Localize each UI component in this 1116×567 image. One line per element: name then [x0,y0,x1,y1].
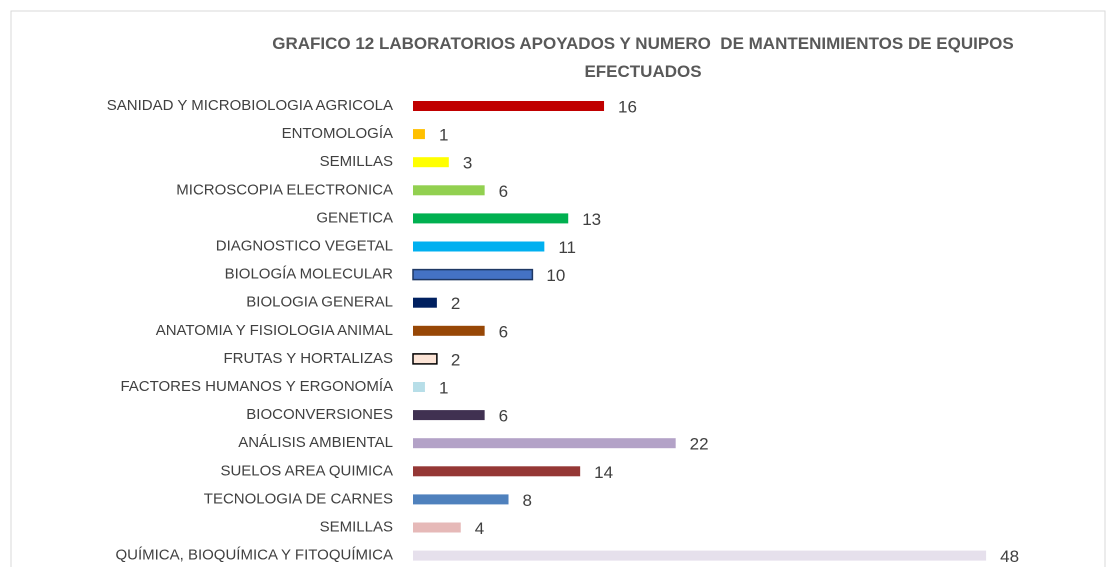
chart-title: GRAFICO 12 LABORATORIOS APOYADOS Y NUMER… [272,34,1019,81]
bar [413,550,987,561]
bar [413,494,509,505]
category-label: SEMILLAS [320,518,393,535]
value-label: 1 [439,378,448,397]
chart-frame [10,10,1106,567]
category-label: MICROSCOPIA ELECTRONICA [176,181,393,198]
bar [413,382,425,392]
category-label: SUELOS AREA QUIMICA [220,462,393,479]
bar [413,101,605,111]
category-label: SEMILLAS [320,153,393,170]
value-label: 1 [439,126,448,145]
category-label: FRUTAS Y HORTALIZAS [224,350,393,367]
bar [413,325,485,336]
value-label: 6 [499,182,508,201]
value-label: 14 [594,463,613,482]
bar [413,185,485,196]
category-label: ENTOMOLOGÍA [282,125,393,142]
category-label: BIOLOGÍA MOLECULAR [225,266,394,283]
bar [413,522,461,533]
value-label: 10 [546,266,565,285]
value-label: 6 [499,322,508,341]
value-label: 4 [475,519,484,538]
bar [413,438,676,449]
category-label: BIOLOGIA GENERAL [246,294,393,311]
value-label: 8 [523,491,532,510]
bar [413,410,485,421]
value-label: 48 [1000,547,1019,566]
bar [413,297,437,308]
category-label: DIAGNOSTICO VEGETAL [216,237,393,254]
value-label: 11 [558,238,576,257]
bar [413,241,545,252]
category-label: QUÍMICA, BIOQUÍMICA Y FITOQUÍMICA [115,547,393,564]
bar [413,129,425,140]
bar [413,466,581,477]
category-label: FACTORES HUMANOS Y ERGONOMÍA [120,378,393,395]
value-label: 2 [451,294,460,313]
category-label: ANATOMIA Y FISIOLOGIA ANIMAL [156,322,393,339]
bar [413,157,449,168]
value-label: 2 [451,350,460,369]
value-label: 16 [618,97,637,116]
bar [412,353,438,365]
category-label: GENETICA [316,209,393,226]
category-label: ANÁLISIS AMBIENTAL [238,434,393,451]
category-label: BIOCONVERSIONES [246,406,393,423]
bar [413,213,569,224]
bar [412,268,534,281]
value-label: 3 [463,154,472,173]
value-label: 13 [582,210,601,229]
value-label: 22 [690,435,709,454]
category-label: SANIDAD Y MICROBIOLOGIA AGRICOLA [107,97,393,114]
value-label: 6 [499,407,508,426]
category-label: TECNOLOGIA DE CARNES [204,490,393,507]
